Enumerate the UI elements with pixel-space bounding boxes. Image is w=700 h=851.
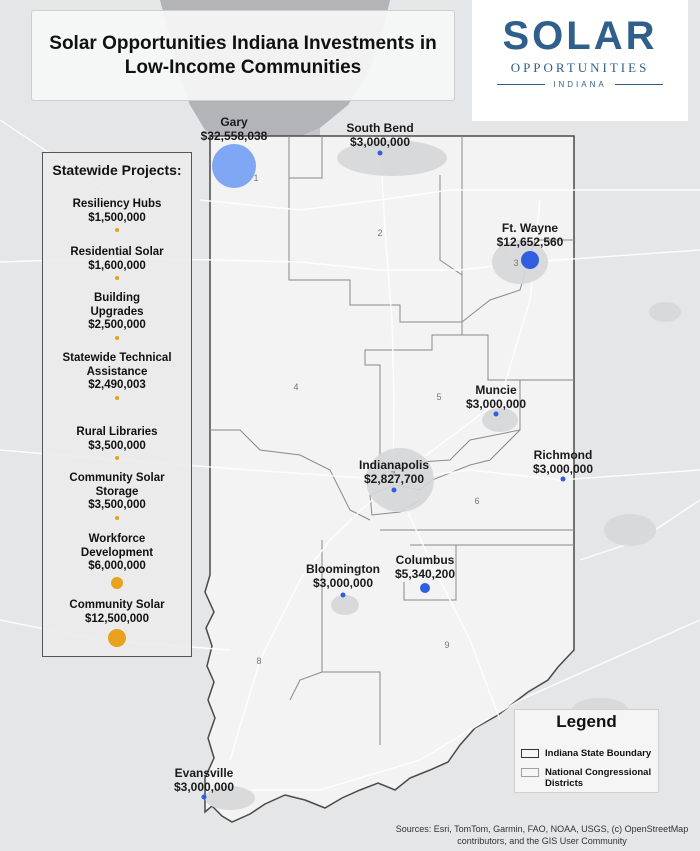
- project-amount: $3,500,000: [88, 499, 146, 511]
- city-name: Columbus: [396, 553, 455, 567]
- logo-sub-text: OPPORTUNITIES: [510, 60, 650, 75]
- legend-item-congressional-districts: National Congressional Districts: [521, 767, 657, 789]
- statewide-project-workforce-development: Workforce Development $6,000,000: [43, 533, 191, 589]
- project-name: Residential Solar: [70, 246, 164, 258]
- title-box: Solar Opportunities Indiana Investments …: [31, 10, 455, 101]
- district-number: 3: [513, 258, 518, 268]
- district-number: 9: [444, 640, 449, 650]
- project-amount: $12,500,000: [85, 612, 149, 625]
- logo-main-text: SOLAR: [502, 14, 658, 58]
- statewide-projects-title: Statewide Projects:: [52, 162, 182, 178]
- city-name: South Bend: [346, 121, 413, 135]
- investment-dot: [521, 251, 539, 269]
- district-number: 4: [293, 382, 298, 392]
- legend-item-label: Indiana State Boundary: [545, 748, 652, 759]
- investment-dot: [391, 487, 397, 493]
- city-marker-richmond: Richmond$3,000,000: [533, 448, 593, 482]
- district-number: 8: [256, 656, 261, 666]
- legend: Legend Indiana State Boundary National C…: [514, 709, 659, 793]
- statewide-projects-panel: Statewide Projects: Resiliency Hubs $1,50…: [42, 152, 192, 657]
- legend-item-state-boundary: Indiana State Boundary: [521, 748, 657, 759]
- district-swatch: [521, 768, 539, 777]
- city-marker-columbus: Columbus$5,340,200: [395, 553, 455, 593]
- project-amount: $3,500,000: [88, 439, 146, 452]
- city-name: Bloomington: [306, 562, 380, 576]
- investment-dot: [115, 276, 119, 280]
- city-name: Muncie: [475, 383, 517, 397]
- city-name: Ft. Wayne: [502, 221, 559, 235]
- city-amount: $5,340,200: [395, 567, 455, 581]
- city-name: Indianapolis: [359, 458, 429, 472]
- city-marker-muncie: Muncie$3,000,000: [466, 383, 526, 417]
- sources-credit: Sources: Esri, TomTom, Garmin, FAO, NOAA…: [395, 824, 689, 846]
- city-marker-south-bend: South Bend$3,000,000: [346, 121, 414, 156]
- project-amount: $1,600,000: [88, 259, 146, 272]
- logo-rule: INDIANA: [472, 80, 688, 89]
- legend-title: Legend: [556, 712, 617, 731]
- city-amount: $3,000,000: [313, 576, 373, 590]
- state-boundary-swatch: [521, 749, 539, 758]
- statewide-project-community-solar: Community Solar $12,500,000: [43, 599, 191, 647]
- investment-dot: [377, 150, 383, 156]
- statewide-project-residential-solar: Residential Solar $1,600,000: [43, 246, 191, 280]
- statewide-project-community-solar-storage: Community Solar Storage $3,500,000: [43, 472, 191, 520]
- investment-dot: [340, 592, 346, 598]
- investment-dot: [560, 476, 566, 482]
- legend-item-label: National Congressional Districts: [545, 767, 652, 789]
- city-amount: $2,827,700: [364, 472, 424, 486]
- city-name: Richmond: [534, 448, 593, 462]
- investment-dot: [111, 576, 123, 589]
- solar-opportunities-logo: SOLAR OPPORTUNITIES INDIANA: [472, 0, 688, 121]
- city-amount: $3,000,000: [174, 780, 234, 794]
- logo-rule-line-right: [614, 84, 663, 85]
- logo-small-text: INDIANA: [553, 80, 607, 89]
- investment-dot: [420, 583, 430, 593]
- district-number: 5: [436, 392, 441, 402]
- project-name: Resiliency Hubs: [72, 198, 162, 210]
- project-amount: $2,500,000: [88, 319, 146, 331]
- project-amount: $1,500,000: [88, 211, 146, 224]
- city-marker-gary: Gary$32,558,038: [201, 115, 268, 188]
- project-name: Community Solar Storage: [69, 472, 165, 498]
- project-name: Rural Libraries: [76, 426, 158, 438]
- city-amount: $32,558,038: [201, 129, 268, 143]
- investment-dot: [115, 515, 119, 520]
- project-name: Community Solar: [69, 599, 165, 611]
- city-marker-ft-wayne: Ft. Wayne$12,652,560: [497, 221, 564, 269]
- district-number: 1: [253, 173, 258, 183]
- city-name: Gary: [220, 115, 248, 129]
- city-amount: $12,652,560: [497, 235, 564, 249]
- city-marker-bloomington: Bloomington$3,000,000: [306, 562, 380, 598]
- project-name: Workforce Development: [80, 533, 154, 559]
- project-name: Statewide Technical Assistance: [62, 352, 172, 378]
- map-title: Solar Opportunities Indiana Investments …: [49, 32, 437, 78]
- district-number: 7: [390, 470, 395, 480]
- statewide-project-resiliency-hubs: Resiliency Hubs $1,500,000: [43, 198, 191, 232]
- investment-dot: [115, 335, 119, 340]
- investment-dot: [115, 228, 119, 232]
- district-number: 6: [474, 496, 479, 506]
- city-amount: $3,000,000: [466, 397, 526, 411]
- project-amount: $6,000,000: [88, 560, 146, 572]
- project-name: Building Upgrades: [90, 292, 144, 318]
- city-name: Evansville: [175, 766, 234, 780]
- investment-dot: [108, 629, 126, 647]
- statewide-project-rural-libraries: Rural Libraries $3,500,000: [43, 426, 191, 460]
- statewide-project-building-upgrades: Building Upgrades $2,500,000: [43, 292, 191, 340]
- logo-rule-line-left: [497, 84, 546, 85]
- city-amount: $3,000,000: [350, 135, 410, 149]
- investment-dot: [212, 144, 256, 188]
- city-amount: $3,000,000: [533, 462, 593, 476]
- project-amount: $2,490,003: [88, 379, 146, 391]
- city-marker-indianapolis: Indianapolis$2,827,700: [359, 458, 429, 493]
- investment-dot: [115, 395, 119, 400]
- district-number: 2: [377, 228, 382, 238]
- city-marker-evansville: Evansville$3,000,000: [174, 766, 234, 800]
- investment-dot: [493, 411, 499, 417]
- statewide-project-statewide-technical-assistance: Statewide Technical Assistance $2,490,003: [43, 352, 191, 400]
- investment-dot: [201, 794, 207, 800]
- investment-dot: [115, 456, 119, 460]
